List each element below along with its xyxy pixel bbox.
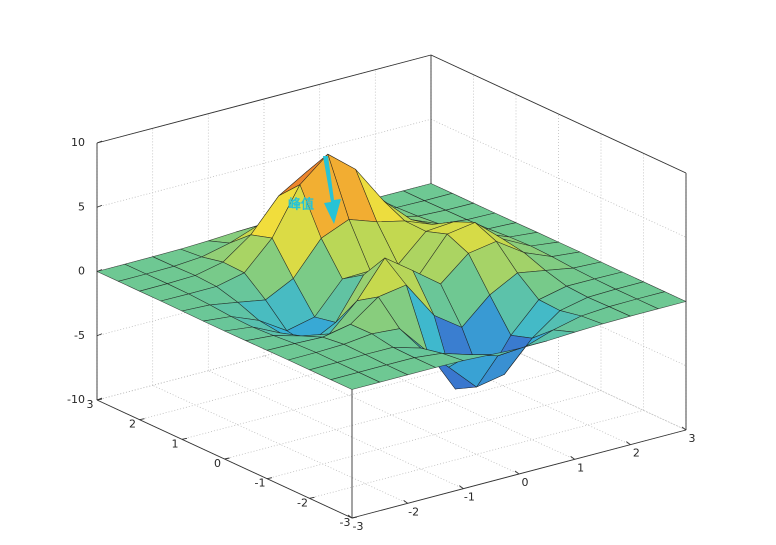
- axis-line: [96, 54, 432, 144]
- x-tick: [626, 441, 631, 446]
- grid-line: [263, 355, 520, 475]
- z-tick-label: 10: [71, 136, 85, 149]
- surface: [96, 153, 687, 390]
- grid-line: [208, 370, 464, 490]
- x-tick: [459, 485, 464, 490]
- axis-line: [430, 54, 687, 174]
- z-tick: [96, 140, 103, 144]
- grid-line: [266, 390, 602, 480]
- x-tick: [570, 455, 575, 460]
- x-tick-label: -1: [464, 491, 475, 504]
- y-tick-label: -1: [255, 477, 266, 490]
- z-tick-label: 5: [78, 200, 85, 213]
- grid-line: [430, 311, 687, 431]
- grid-line: [96, 118, 432, 208]
- y-tick-label: 3: [87, 398, 94, 411]
- y-tick: [351, 516, 358, 519]
- grid-line: [96, 311, 432, 401]
- annotation: 峰值: [288, 156, 341, 224]
- z-tick-label: 0: [78, 265, 85, 278]
- x-tick: [681, 426, 687, 431]
- x-tick-label: 1: [577, 461, 584, 474]
- y-tick-label: 2: [129, 418, 136, 431]
- x-tick: [403, 499, 408, 504]
- grid-line: [181, 350, 517, 440]
- y-tick-label: 0: [214, 457, 221, 470]
- y-tick-label: -3: [340, 516, 351, 529]
- x-tick-label: -3: [353, 520, 364, 533]
- x-tick-label: 3: [689, 432, 696, 445]
- x-tick-label: 0: [522, 476, 529, 489]
- grid-line: [309, 409, 644, 499]
- y-tick-label: 1: [172, 437, 179, 450]
- annotation-text: 峰值: [288, 197, 314, 213]
- grid-line: [96, 247, 432, 337]
- z-tick: [96, 204, 103, 208]
- y-tick: [266, 477, 273, 480]
- x-tick-label: -2: [408, 505, 419, 518]
- x-tick-label: 2: [633, 447, 640, 460]
- grid-line: [139, 331, 474, 421]
- surface-patch: [330, 371, 381, 390]
- z-tick-label: -5: [74, 329, 85, 342]
- grid-line: [430, 247, 687, 367]
- y-tick: [309, 496, 315, 499]
- annotation-arrow: [323, 156, 341, 224]
- z-tick-label: -10: [67, 393, 85, 406]
- grid-line: [430, 118, 687, 238]
- z-tick: [96, 397, 103, 401]
- grid-line: [224, 370, 559, 460]
- y-tick-label: -2: [297, 496, 308, 509]
- x-tick: [347, 514, 353, 519]
- x-tick: [514, 470, 520, 475]
- y-tick: [181, 437, 188, 440]
- y-tick: [224, 457, 230, 460]
- y-tick: [139, 418, 145, 421]
- z-tick: [96, 333, 103, 337]
